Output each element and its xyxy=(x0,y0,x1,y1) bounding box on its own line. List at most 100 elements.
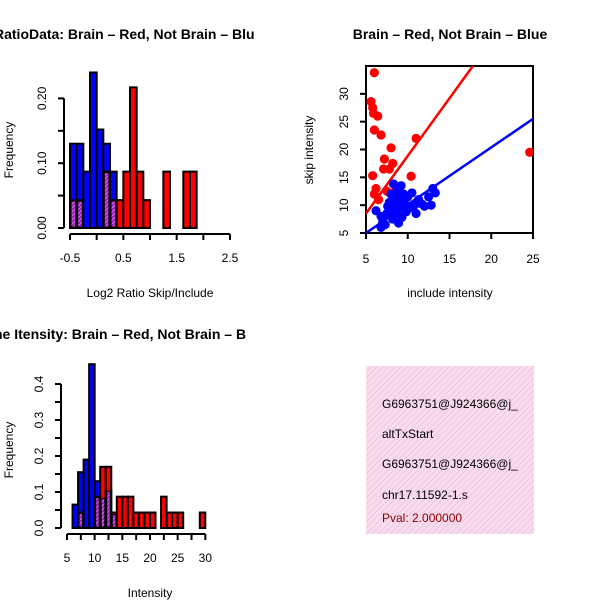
intensity-scatter-x-tick-label: 15 xyxy=(443,252,457,266)
intensity-histogram-y-tick-label: 0.2 xyxy=(32,447,46,464)
intensity-histogram-bars xyxy=(71,363,207,530)
ratio-histogram-red-bar xyxy=(142,199,151,230)
ratio-histogram-overlap-bar xyxy=(110,200,117,228)
intensity-scatter-y-tick-label: 30 xyxy=(337,87,351,101)
intensity-scatter-point xyxy=(369,68,379,78)
info-line-1: G6963751@J924366@j_ xyxy=(382,397,518,411)
intensity-histogram-red-bar xyxy=(198,511,207,530)
info-line-2: altTxStart xyxy=(382,427,434,441)
intensity-scatter-y-tick-label: 5 xyxy=(337,229,351,236)
intensity-scatter-point xyxy=(376,130,386,140)
intensity-histogram-overlap-bar xyxy=(78,513,84,528)
ratio-histogram-y-tick-label: 0.00 xyxy=(35,216,49,240)
intensity-scatter-y-tick-label: 10 xyxy=(337,198,351,212)
ratio-histogram-axes: -0.5 0.5 1.5 2.5 0.00 0.10 0.20 xyxy=(35,86,239,265)
intensity-histogram-overlap-bar xyxy=(111,514,117,528)
ratio-histogram-y-tick-label: 0.20 xyxy=(35,86,49,110)
intensity-scatter-point xyxy=(393,218,404,228)
intensity-scatter-x-tick-label: 25 xyxy=(526,252,540,266)
intensity-histogram: ne Itensity: Brain – Red, Not Brain – B … xyxy=(0,326,246,600)
ratio-histogram-red-bar xyxy=(129,86,138,229)
ratio-histogram-x-tick-label: 1.5 xyxy=(168,251,185,265)
ratio-histogram: RatioData: Brain – Red, Not Brain – Blu … xyxy=(0,26,255,300)
intensity-histogram-red-bar xyxy=(149,511,157,530)
intensity-histogram-x-tick-label: 25 xyxy=(171,551,185,565)
ratio-histogram-red-bar xyxy=(162,170,171,229)
ratio-histogram-x-tick-label: 0.5 xyxy=(115,251,132,265)
intensity-scatter-point xyxy=(407,188,417,198)
intensity-scatter-y-tick-label: 25 xyxy=(337,115,351,129)
ratio-histogram-y-tick-label: 0.10 xyxy=(35,151,49,175)
intensity-scatter: Brain – Red, Not Brain – Blue 5 10 15 20 255… xyxy=(302,26,547,300)
intensity-scatter-y-tick-label: 15 xyxy=(337,170,351,184)
pval-text: Pval: 2.000000 xyxy=(382,511,462,525)
ratio-histogram-x-tick-label: -0.5 xyxy=(60,251,81,265)
intensity-scatter-point xyxy=(378,164,389,174)
info-line-4: chr17.11592-1.s xyxy=(382,488,468,502)
intensity-scatter-point xyxy=(386,143,396,153)
ratio-histogram-ylabel: Frequency xyxy=(2,122,16,179)
intensity-histogram-y-tick-label: 0.1 xyxy=(32,483,46,500)
intensity-scatter-x-tick-label: 5 xyxy=(363,252,370,266)
ratio-histogram-blue-bar xyxy=(95,128,105,229)
intensity-scatter-y-tick-label: 20 xyxy=(337,143,351,157)
ratio-histogram-blue-bar xyxy=(82,170,92,229)
intensity-scatter-point xyxy=(426,200,436,210)
intensity-scatter-point xyxy=(430,188,440,198)
intensity-scatter-axes: 5 10 15 20 25 5 10 15 20 25 30 xyxy=(337,87,540,266)
intensity-scatter-points xyxy=(366,66,533,233)
intensity-scatter-point xyxy=(380,220,390,230)
intensity-histogram-x-tick-label: 30 xyxy=(199,551,213,565)
intensity-scatter-point xyxy=(406,171,416,181)
intensity-scatter-title: Brain – Red, Not Brain – Blue xyxy=(353,26,548,42)
intensity-histogram-blue-bar xyxy=(88,363,96,530)
intensity-histogram-overlap-bar xyxy=(100,497,106,528)
intensity-histogram-axes: 5 10 15 20 25 30 0.0 0.1 0.2 0.3 0.4 xyxy=(32,375,212,565)
intensity-scatter-point xyxy=(379,154,389,164)
info-panel: G6963751@J924366@j_ altTxStart G6963751@… xyxy=(366,366,534,534)
intensity-histogram-title: ne Itensity: Brain – Red, Not Brain – B xyxy=(0,326,246,342)
intensity-scatter-point xyxy=(411,208,421,219)
intensity-scatter-point xyxy=(396,181,406,191)
ratio-histogram-xlabel: Log2 Ratio Skip/Include xyxy=(87,286,214,300)
intensity-scatter-x-tick-label: 20 xyxy=(485,252,499,266)
ratio-histogram-bars xyxy=(69,71,198,230)
intensity-scatter-point xyxy=(368,108,379,118)
intensity-scatter-point xyxy=(411,133,421,143)
intensity-scatter-point xyxy=(368,171,378,181)
intensity-scatter-plot-area xyxy=(366,66,533,233)
intensity-scatter-point xyxy=(388,179,399,189)
intensity-histogram-overlap-bar xyxy=(95,497,100,528)
ratio-histogram-overlap-bar xyxy=(77,200,83,228)
ratio-histogram-red-bar xyxy=(189,170,198,229)
intensity-histogram-ylabel: Frequency xyxy=(2,422,16,479)
ratio-histogram-blue-bar xyxy=(89,71,98,230)
intensity-histogram-y-tick-label: 0.4 xyxy=(32,375,46,392)
intensity-histogram-x-tick-label: 15 xyxy=(116,551,130,565)
intensity-scatter-point xyxy=(383,201,393,211)
ratio-histogram-title: RatioData: Brain – Red, Not Brain – Blu xyxy=(0,26,255,42)
intensity-scatter-point xyxy=(373,195,384,205)
intensity-histogram-y-tick-label: 0.0 xyxy=(32,519,46,536)
ratio-histogram-overlap-bar xyxy=(103,172,110,228)
intensity-scatter-point xyxy=(369,125,379,135)
info-panel-background xyxy=(366,366,534,534)
intensity-scatter-point xyxy=(424,192,434,202)
intensity-scatter-point xyxy=(525,147,533,157)
intensity-histogram-xlabel: Intensity xyxy=(128,586,173,600)
intensity-scatter-point xyxy=(388,158,398,169)
intensity-histogram-y-tick-label: 0.3 xyxy=(32,411,46,428)
intensity-scatter-ylabel: skip intensity xyxy=(302,116,316,185)
intensity-histogram-x-tick-label: 10 xyxy=(88,551,102,565)
intensity-scatter-x-tick-label: 10 xyxy=(401,252,415,266)
intensity-histogram-red-bar xyxy=(176,511,185,530)
ratio-histogram-overlap-bar xyxy=(70,200,77,228)
intensity-histogram-x-tick-label: 5 xyxy=(64,551,71,565)
ratio-histogram-x-tick-label: 2.5 xyxy=(222,251,239,265)
info-line-3: G6963751@J924366@j_ xyxy=(382,457,518,471)
intensity-histogram-overlap-bar xyxy=(106,490,111,528)
intensity-histogram-x-tick-label: 20 xyxy=(143,551,157,565)
ratio-histogram-red-bar xyxy=(115,199,125,230)
intensity-scatter-xlabel: include intensity xyxy=(407,286,492,300)
